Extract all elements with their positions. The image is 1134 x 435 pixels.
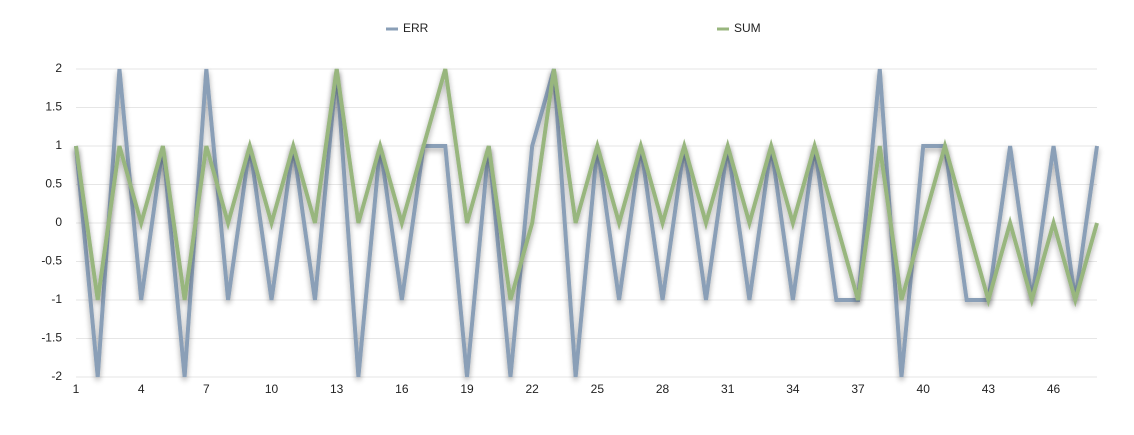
x-tick-label: 7	[203, 382, 210, 396]
x-tick-label: 40	[917, 382, 931, 396]
legend-label: SUM	[734, 21, 761, 35]
x-tick-label: 10	[265, 382, 279, 396]
y-tick-label: -2	[51, 369, 62, 383]
x-tick-label: 19	[460, 382, 474, 396]
x-tick-label: 43	[982, 382, 996, 396]
x-tick-label: 46	[1047, 382, 1061, 396]
y-tick-label: -1.5	[41, 331, 62, 345]
series-line	[74, 68, 1099, 378]
y-tick-label: -1	[51, 292, 62, 306]
y-tick-label: 0	[55, 215, 62, 229]
y-tick-label: 0.5	[45, 177, 62, 191]
x-tick-label: 1	[73, 382, 80, 396]
y-tick-label: 1.5	[45, 100, 62, 114]
y-tick-label: 1	[55, 138, 62, 152]
x-tick-label: 16	[395, 382, 409, 396]
x-tick-label: 37	[851, 382, 865, 396]
series-line	[74, 68, 1099, 308]
x-tick-label: 28	[656, 382, 670, 396]
x-tick-label: 25	[591, 382, 605, 396]
x-tick-label: 13	[330, 382, 344, 396]
x-tick-label: 4	[138, 382, 145, 396]
y-tick-label: 2	[55, 61, 62, 75]
y-tick-label: -0.5	[41, 254, 62, 268]
legend-label: ERR	[403, 21, 429, 35]
x-tick-label: 22	[526, 382, 540, 396]
x-tick-label: 34	[786, 382, 800, 396]
x-tick-label: 31	[721, 382, 735, 396]
